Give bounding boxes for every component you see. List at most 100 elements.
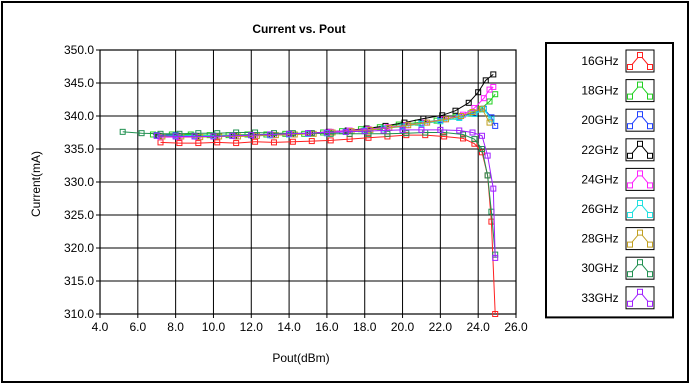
data-point: [471, 105, 478, 112]
data-point: [399, 126, 406, 133]
data-point: [439, 112, 446, 119]
legend-label: 24GHz: [581, 172, 618, 186]
data-point: [478, 132, 485, 139]
data-point: [480, 95, 487, 102]
data-point: [214, 130, 221, 137]
data-point: [153, 132, 160, 139]
legend-label: 18GHz: [581, 84, 618, 98]
legend-swatch-marker: [647, 123, 653, 130]
legend-swatch-marker: [637, 229, 643, 236]
data-point: [229, 132, 236, 139]
data-point: [176, 134, 183, 141]
data-point: [492, 122, 499, 129]
legend: 16GHz 18GHz 20GHz 22GHz 24GHz 26GHz 28GHz 30GHz…: [545, 42, 674, 319]
data-point: [405, 122, 412, 129]
legend-swatch-marker: [627, 300, 633, 307]
y-tick-label: 330.0: [64, 175, 94, 189]
data-point: [270, 139, 277, 146]
data-point: [119, 128, 126, 135]
x-tick-label: 18.0: [353, 320, 377, 334]
data-point: [418, 126, 425, 133]
legend-swatch-marker: [647, 182, 653, 189]
x-tick-label: 6.0: [129, 320, 146, 334]
data-point: [327, 137, 334, 144]
data-point: [244, 131, 251, 138]
data-point: [460, 135, 467, 142]
data-point: [342, 128, 349, 135]
series-line-33GHz: [156, 129, 496, 258]
data-point: [157, 134, 164, 141]
data-point: [384, 124, 391, 131]
data-point: [490, 83, 497, 90]
data-point: [469, 129, 476, 136]
data-point: [308, 138, 315, 145]
data-point: [361, 128, 368, 135]
legend-swatch-marker: [647, 212, 653, 218]
legend-swatch-marker: [637, 259, 643, 266]
data-point: [346, 127, 353, 134]
data-point: [486, 98, 493, 105]
legend-swatch-marker: [647, 152, 653, 159]
data-point: [210, 133, 217, 140]
data-point: [195, 130, 202, 137]
data-point: [478, 105, 485, 112]
data-point: [460, 131, 467, 138]
y-tick-label: 315.0: [64, 274, 94, 288]
data-point: [233, 129, 240, 136]
data-point: [197, 134, 204, 141]
data-point: [456, 127, 463, 134]
data-point: [469, 109, 476, 116]
series-line-16GHz: [160, 134, 496, 315]
legend-label: 20GHz: [581, 113, 618, 127]
data-point: [286, 130, 293, 137]
data-point: [176, 140, 183, 147]
data-point: [305, 130, 311, 137]
data-point: [456, 114, 463, 121]
data-point: [380, 127, 387, 134]
data-point: [138, 130, 145, 137]
data-point: [486, 119, 493, 126]
data-point: [403, 130, 410, 137]
legend-swatch-marker: [637, 288, 643, 295]
series-line-30GHz: [122, 131, 496, 255]
legend-swatch-marker: [637, 52, 643, 58]
data-point: [490, 71, 497, 78]
data-point: [488, 116, 495, 123]
x-tick-label: 16.0: [315, 320, 339, 334]
data-point: [437, 118, 444, 125]
y-tick-label: 320.0: [64, 241, 94, 255]
legend-swatch-marker: [627, 182, 633, 189]
plot-border: [99, 49, 517, 315]
data-point: [484, 172, 491, 179]
data-point: [270, 130, 277, 137]
data-point: [272, 132, 279, 139]
x-tick-label: 22.0: [429, 320, 453, 334]
legend-swatch-marker: [627, 64, 633, 70]
data-point: [233, 140, 240, 147]
data-point: [253, 132, 260, 139]
legend-swatch-marker: [627, 93, 633, 100]
y-tick-label: 325.0: [64, 208, 94, 222]
data-point: [365, 134, 372, 141]
legend-label: 33GHz: [581, 291, 618, 305]
data-point: [458, 113, 465, 119]
legend-swatch-marker: [637, 81, 643, 88]
data-point: [172, 133, 179, 140]
y-tick-label: 345.0: [64, 76, 94, 90]
data-point: [323, 129, 330, 136]
x-tick-label: 14.0: [277, 320, 301, 334]
x-tick-label: 24.0: [467, 320, 491, 334]
data-point: [327, 130, 334, 137]
legend-swatch-marker: [647, 64, 653, 70]
legend-swatch-marker: [627, 152, 633, 159]
data-point: [149, 131, 156, 138]
legend-swatch-marker: [627, 212, 633, 218]
x-tick-label: 4.0: [92, 320, 109, 334]
x-tick-label: 10.0: [202, 320, 226, 334]
x-axis-title: Pout(dBm): [272, 351, 329, 365]
plot-area: 4.0 6.0 8.0 10.0 12.0 14.0 16.0 18.0 20.0 22.0 24.…: [64, 43, 528, 334]
legend-swatch-marker: [637, 170, 643, 177]
data-point: [484, 152, 491, 159]
data-point: [248, 132, 255, 139]
